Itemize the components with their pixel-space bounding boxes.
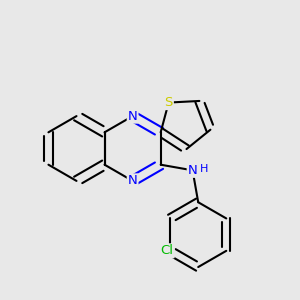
Text: N: N <box>128 174 137 188</box>
Text: N: N <box>188 164 197 177</box>
Text: H: H <box>200 164 208 174</box>
Text: N: N <box>128 110 137 123</box>
Text: Cl: Cl <box>161 244 174 257</box>
Text: S: S <box>164 96 173 109</box>
